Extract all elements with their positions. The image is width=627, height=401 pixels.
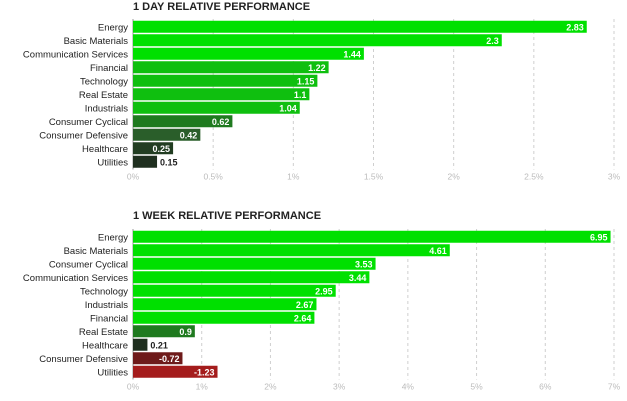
x-tick-label: 0% [127,172,140,182]
value-label: 0.9 [179,327,192,337]
bar [133,365,218,378]
bar [133,74,318,87]
bar [133,311,315,324]
category-label: Consumer Cyclical [49,117,128,128]
value-label: 3.53 [355,259,373,269]
x-tick-label: 6% [539,382,552,392]
value-label: 0.21 [150,340,168,350]
value-label: 0.15 [160,157,178,167]
value-label: -0.72 [159,354,180,364]
x-tick-label: 5% [470,382,483,392]
value-label: 2.83 [566,22,584,32]
category-label: Financial [90,313,128,324]
chart-title-1week: 1 WEEK RELATIVE PERFORMANCE [133,210,322,222]
value-label: -1.23 [194,367,215,377]
value-label: 3.44 [349,273,367,283]
value-label: 2.64 [294,313,312,323]
category-label: Technology [80,286,128,297]
bar [133,271,370,284]
x-tick-label: 0.5% [203,172,223,182]
bar [133,257,376,270]
value-label: 1.22 [308,63,326,73]
x-tick-label: 3% [608,172,621,182]
bar [133,88,310,101]
bar [133,325,195,338]
category-label: Communication Services [23,49,128,60]
value-label: 6.95 [590,232,608,242]
value-label: 1.44 [343,49,361,59]
value-label: 0.42 [180,130,198,140]
bar [133,338,148,351]
value-label: 1.1 [294,90,307,100]
bar [133,115,233,128]
bar [133,284,336,297]
x-tick-label: 4% [402,382,415,392]
category-label: Healthcare [82,340,128,351]
bar [133,101,300,114]
category-label: Energy [98,22,128,33]
value-label: 2.67 [296,300,314,310]
bar [133,61,329,74]
chart-1day: 0% 0.5% 1% 1.5% 2% 2.5% 3% Energy 2.83 Basic Mate… [23,19,621,182]
value-label: 2.3 [486,36,499,46]
bar [133,142,174,155]
x-tick-label: 1% [196,382,209,392]
value-label: 0.25 [153,144,171,154]
x-tick-label: 2% [448,172,461,182]
x-tick-label: 1.5% [364,172,384,182]
chart-title-1day: 1 DAY RELATIVE PERFORMANCE [133,1,311,13]
category-label: Financial [90,63,128,74]
category-label: Consumer Cyclical [49,259,128,270]
category-label: Utilities [97,157,128,168]
x-tick-label: 3% [333,382,346,392]
x-tick-label: 2% [264,382,277,392]
category-label: Consumer Defensive [39,130,128,141]
value-label: 1.15 [297,76,315,86]
bar [133,244,450,257]
x-tick-label: 0% [127,382,140,392]
value-label: 0.62 [212,117,230,127]
category-label: Energy [98,232,128,243]
bar [133,352,183,365]
bar [133,34,502,47]
bar [133,155,158,168]
bar [133,128,201,141]
category-label: Communication Services [23,273,128,284]
category-label: Industrials [85,300,129,311]
category-label: Industrials [85,103,129,114]
bar [133,298,317,311]
value-label: 2.95 [315,286,333,296]
chart-1week: 0% 1% 2% 3% 4% 5% 6% 7% Energy 6.95 Basic Material… [23,229,621,392]
value-label: 4.61 [429,246,447,256]
x-tick-label: 1% [287,172,300,182]
category-label: Real Estate [79,327,128,338]
bar [133,230,611,243]
bar [133,47,364,60]
category-label: Basic Materials [64,36,129,47]
category-label: Basic Materials [64,246,129,257]
category-label: Utilities [97,367,128,378]
bar [133,20,587,33]
value-label: 1.04 [279,103,297,113]
x-tick-label: 2.5% [524,172,544,182]
category-label: Healthcare [82,144,128,155]
category-label: Technology [80,76,128,87]
category-label: Real Estate [79,90,128,101]
category-label: Consumer Defensive [39,354,128,365]
x-tick-label: 7% [608,382,621,392]
